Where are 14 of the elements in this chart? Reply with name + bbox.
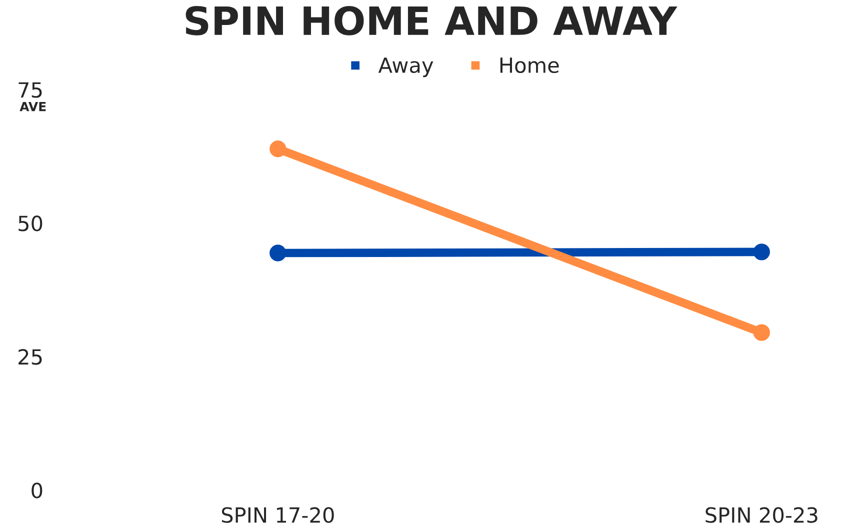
y-tick-label: 0: [32, 482, 42, 498]
point: [753, 324, 770, 341]
legend-label: Away: [378, 58, 434, 78]
point: [753, 244, 770, 260]
y-axis-title: AVE: [20, 102, 46, 112]
chart-title: SPIN HOME AND AWAY: [186, 6, 678, 36]
y-tick-label: 50: [18, 216, 42, 232]
point: [270, 244, 286, 262]
legend-label: Home: [500, 58, 559, 74]
y-tick-label: 25: [18, 349, 42, 365]
y-tick-label: 75: [18, 82, 42, 98]
point: [270, 140, 286, 158]
x-tick-label: SPIN 20-23: [706, 507, 818, 523]
x-tick-label: SPIN 17-20: [222, 507, 334, 523]
